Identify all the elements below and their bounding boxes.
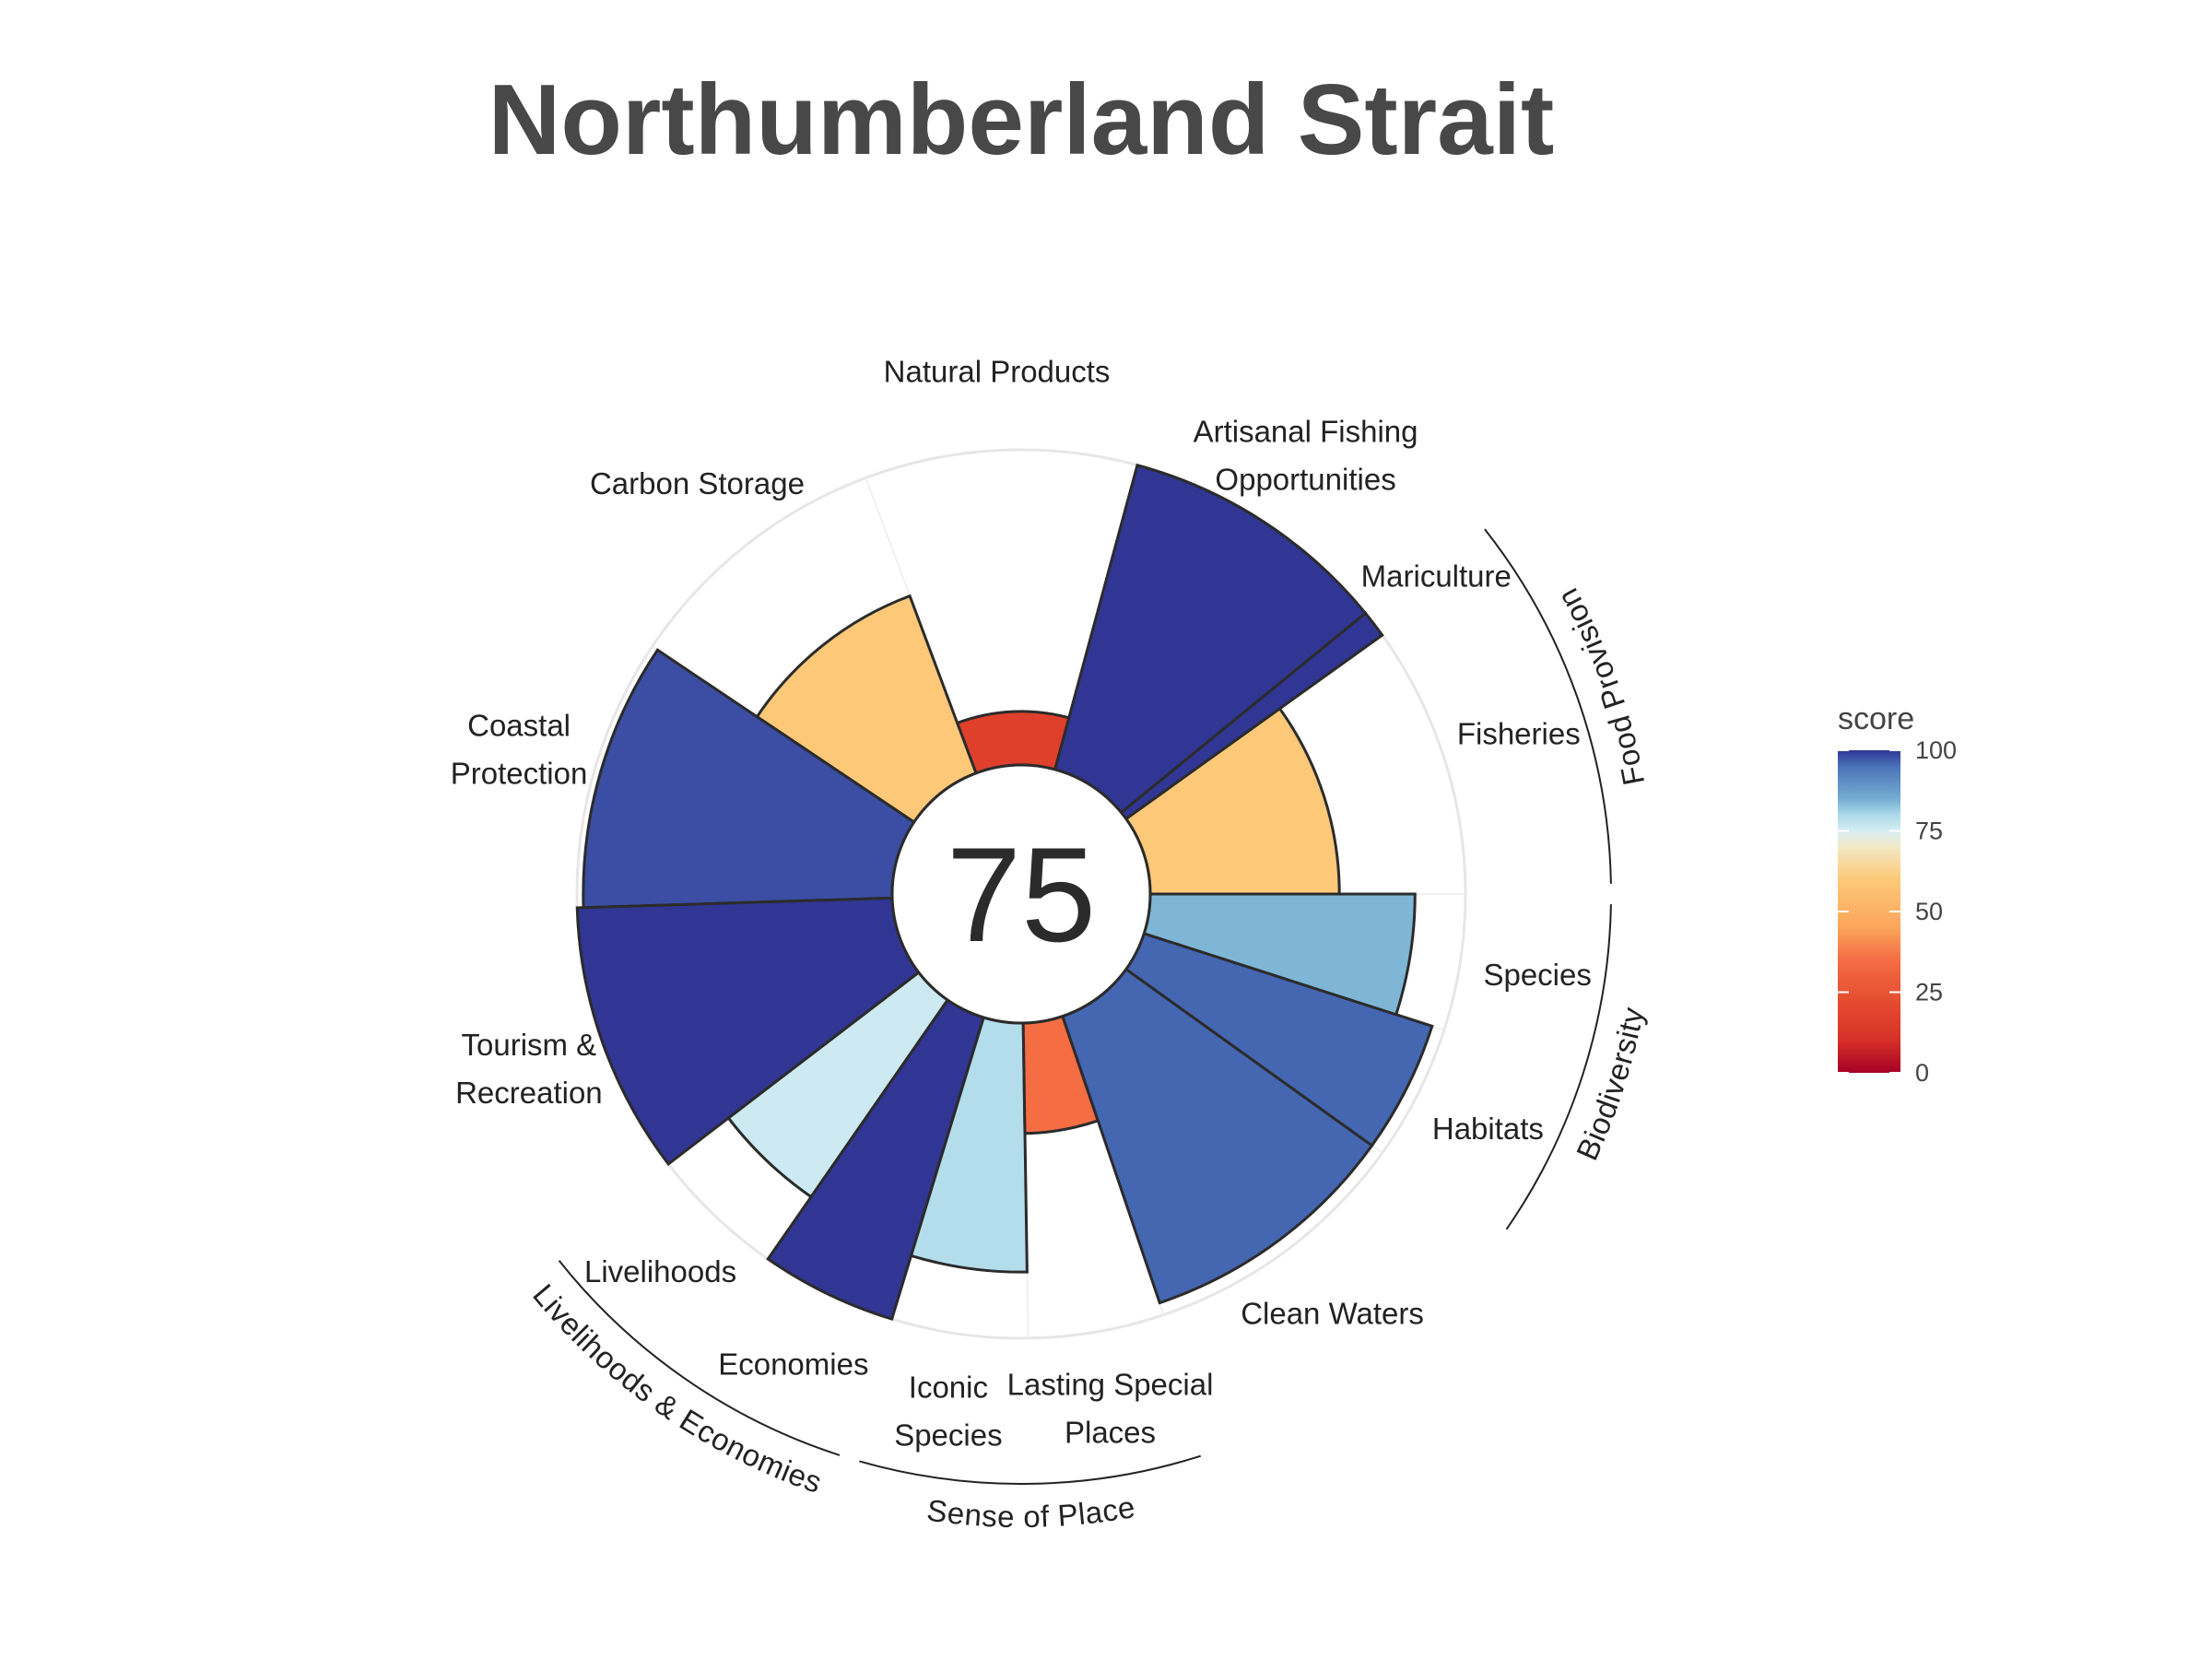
label-coastal-protection: Coastal Protection (451, 708, 588, 790)
chart-title: Northumberland Strait (488, 64, 1555, 176)
label-lasting-special-places: Lasting Special Places (1007, 1368, 1214, 1450)
legend-tick-label: 0 (1915, 1059, 1929, 1087)
label-species: Species (1483, 958, 1591, 992)
goal-arc-food-provision (1484, 528, 1612, 884)
legend-title: score (1838, 701, 1914, 736)
label-iconic-species: Iconic Species (894, 1370, 1002, 1452)
goal-label-food-provision: Food Provision (1550, 583, 1651, 788)
label-artisanal-fishing-opportunities: Artisanal Fishing Opportunities (1194, 414, 1418, 496)
legend-tick-label: 50 (1915, 898, 1943, 925)
label-mariculture: Mariculture (1361, 559, 1512, 593)
goal-label-biodiversity: Biodiversity (1570, 1004, 1650, 1165)
label-livelihoods: Livelihoods (584, 1254, 736, 1288)
center-score: 75 (947, 819, 1096, 970)
goal-label-livelihoods-and-economies: Livelihoods & Economies (526, 1277, 826, 1500)
legend: score 100 75 50 25 0 (1838, 701, 1957, 1087)
label-carbon-storage: Carbon Storage (590, 466, 805, 500)
legend-tick-label: 75 (1915, 818, 1943, 845)
label-economies: Economies (718, 1347, 868, 1381)
goal-arc-livelihoods-and-economies (558, 1260, 841, 1456)
label-tourism-and-recreation: Tourism & Recreation (455, 1028, 603, 1110)
label-fisheries: Fisheries (1457, 716, 1581, 750)
legend-tick-label: 25 (1915, 979, 1943, 1006)
legend-tick-label: 100 (1915, 736, 1957, 764)
label-natural-products: Natural Products (884, 355, 1111, 389)
goal-arc-sense-of-place (859, 1454, 1202, 1485)
center-disc (890, 763, 1152, 1025)
goal-arc-biodiversity (1505, 904, 1612, 1230)
label-habitats: Habitats (1432, 1112, 1544, 1146)
label-clean-waters: Clean Waters (1241, 1297, 1424, 1331)
goal-label-sense-of-place: Sense of Place (924, 1489, 1136, 1534)
